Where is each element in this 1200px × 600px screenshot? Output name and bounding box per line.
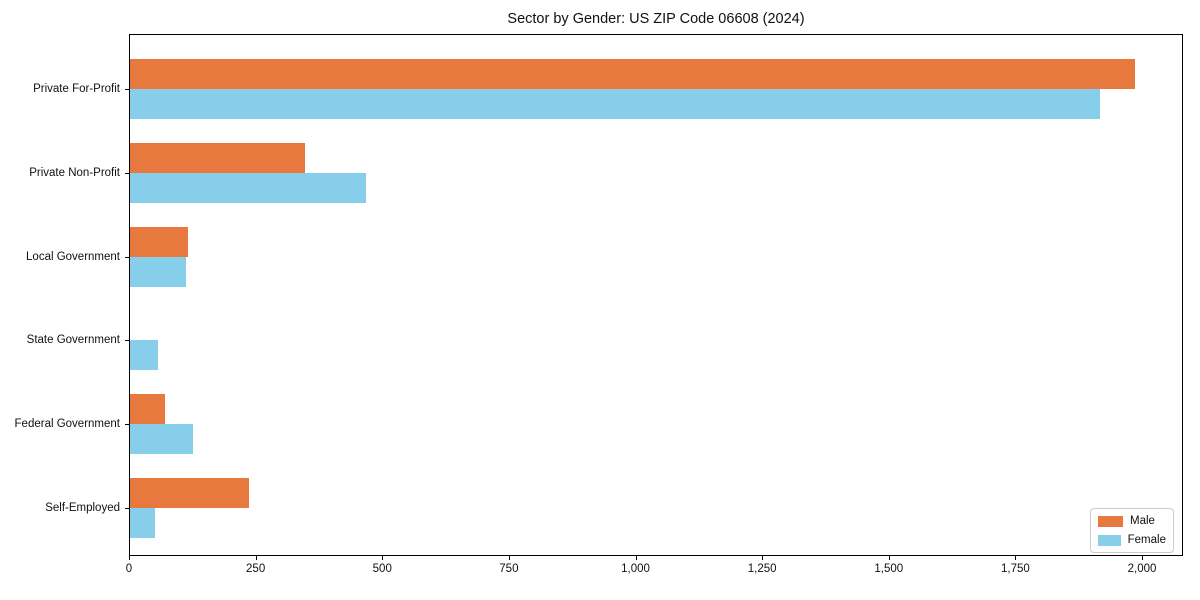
x-tick-label: 500 — [372, 563, 392, 575]
bar-male-federal-government — [130, 394, 166, 425]
bar-male-self-employed — [130, 478, 250, 508]
x-tick-label: 250 — [246, 563, 266, 575]
plot-area — [129, 34, 1183, 556]
female-swatch-icon — [1098, 534, 1121, 546]
y-tick-label: Private Non-Profit — [29, 166, 120, 179]
y-tick-label: Private For-Profit — [33, 83, 120, 95]
x-tick-label: 0 — [125, 563, 133, 575]
bar-female-self-employed — [130, 508, 156, 538]
bar-female-private-non-profit — [130, 172, 366, 203]
x-tick-mark — [1015, 556, 1017, 560]
bar-female-private-for-profit — [130, 89, 1100, 119]
x-tick-mark — [888, 556, 890, 560]
y-tick-label: Federal Government — [14, 418, 120, 431]
bar-male-private-for-profit — [130, 59, 1136, 89]
y-tick-mark — [125, 89, 129, 90]
x-tick-label: 1,000 — [621, 563, 650, 575]
x-tick-mark — [635, 556, 637, 560]
x-tick-mark — [762, 556, 764, 560]
legend-item-male: Male — [1098, 515, 1166, 527]
bar-male-local-government — [130, 226, 189, 257]
legend-box: Male Female — [1090, 508, 1174, 553]
x-tick-label: 1,250 — [747, 563, 777, 575]
y-tick-label: Self-Employed — [45, 502, 120, 514]
y-tick-mark — [125, 424, 129, 426]
y-tick-mark — [125, 172, 129, 174]
y-tick-mark — [125, 256, 129, 258]
bar-female-federal-government — [130, 424, 194, 455]
y-tick-mark — [125, 508, 129, 509]
x-tick-label: 750 — [499, 563, 519, 575]
chart-title: Sector by Gender: US ZIP Code 06608 (202… — [507, 11, 805, 27]
male-swatch-icon — [1098, 515, 1123, 527]
legend-label-male: Male — [1130, 515, 1155, 527]
bar-female-state-government — [130, 340, 158, 371]
x-tick-mark — [508, 556, 510, 560]
x-tick-label: 1,750 — [1000, 563, 1030, 575]
bar-male-private-non-profit — [130, 142, 305, 173]
y-tick-label: State Government — [26, 334, 120, 347]
x-tick-mark — [129, 556, 130, 560]
legend-item-female: Female — [1098, 534, 1166, 546]
x-tick-mark — [255, 556, 257, 560]
y-tick-label: Local Government — [26, 250, 120, 263]
x-tick-mark — [1142, 556, 1143, 560]
bar-female-local-government — [130, 256, 186, 287]
x-tick-label: 1,500 — [874, 563, 904, 575]
y-tick-mark — [125, 340, 129, 342]
x-tick-label: 2,000 — [1127, 563, 1157, 575]
legend-label-female: Female — [1127, 534, 1166, 546]
x-tick-mark — [382, 556, 384, 560]
